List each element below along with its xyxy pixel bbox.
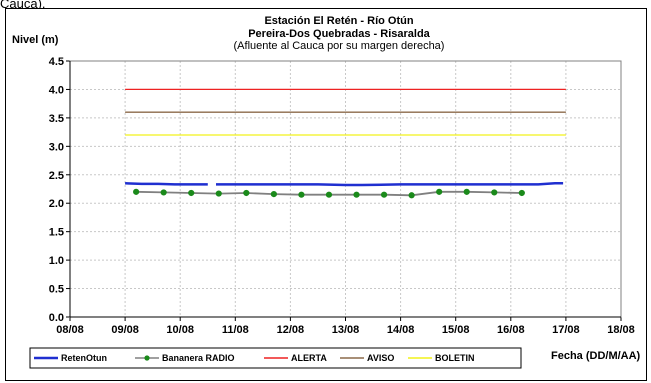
data-point-bananera-radio (325, 191, 333, 198)
x-tick-label: 10/08 (166, 324, 194, 336)
x-tick-label: 17/08 (552, 324, 580, 336)
data-point-bananera-radio (188, 189, 195, 197)
x-tick-label: 09/08 (111, 324, 139, 336)
y-tick-label: 0.5 (49, 284, 64, 296)
data-point-bananera-radio (436, 188, 443, 195)
x-tick-label: 13/08 (332, 324, 360, 336)
data-point-bananera-radio (298, 191, 305, 198)
legend-label-bananera-radio: Bananera RADIO (162, 353, 235, 363)
y-tick-label: 3.5 (49, 113, 64, 125)
series-line-retenotun (125, 182, 208, 186)
data-point-bananera-radio (463, 188, 470, 195)
y-tick-label: 0.0 (49, 312, 64, 324)
legend-marker-bananera-radio (144, 355, 150, 361)
y-tick-label: 1.0 (49, 255, 64, 267)
text-fragment: Cauca). (0, 0, 46, 11)
legend: RetenOtun Bananera RADIO ALERTA AVISO BOLETI… (29, 347, 522, 369)
x-tick-label: 11/08 (222, 324, 249, 336)
x-tick-label: 15/08 (442, 324, 470, 336)
y-tick-label: 3.0 (49, 141, 64, 153)
x-tick-label: 08/08 (56, 324, 84, 336)
data-point-bananera-radio (270, 191, 277, 198)
y-axis-label: Nivel (m) (12, 34, 59, 46)
x-tick-label: 12/08 (277, 324, 305, 336)
legend-label-retenotun: RetenOtun (61, 353, 107, 363)
legend-label-aviso: AVISO (367, 353, 394, 363)
data-point-bananera-radio (491, 189, 498, 196)
data-point-bananera-radio (380, 191, 388, 198)
x-axis-label: Fecha (DD/M/AA) (551, 350, 641, 362)
y-tick-label: 2.0 (49, 198, 64, 210)
data-point-bananera-radio (160, 189, 167, 196)
x-tick-label: 14/08 (387, 324, 415, 336)
y-tick-label: 2.5 (49, 170, 64, 182)
data-point-bananera-radio (518, 189, 525, 197)
data-point-bananera-radio (243, 189, 250, 197)
chart-title-line-2: Pereira-Dos Quebradas - Risaralda (248, 28, 430, 40)
x-tick-label: 16/08 (497, 324, 525, 336)
data-point-bananera-radio (215, 190, 222, 197)
data-point-bananera-radio (353, 191, 360, 198)
legend-label-alerta: ALERTA (291, 353, 327, 363)
chart-title-line-1: Estación El Retén - Río Otún (264, 15, 413, 27)
y-tick-label: 1.5 (49, 227, 64, 239)
data-point-bananera-radio (408, 192, 415, 199)
x-tick-label: 18/08 (607, 324, 635, 336)
y-tick-label: 4.5 (49, 56, 64, 68)
legend-label-boletin: BOLETIN (435, 353, 475, 363)
y-tick-label: 4.0 (49, 84, 64, 96)
data-point-bananera-radio (133, 188, 140, 195)
chart-subtitle: (Afluente al Cauca por su margen derecha… (234, 40, 445, 52)
series-line-retenotun (216, 182, 564, 187)
